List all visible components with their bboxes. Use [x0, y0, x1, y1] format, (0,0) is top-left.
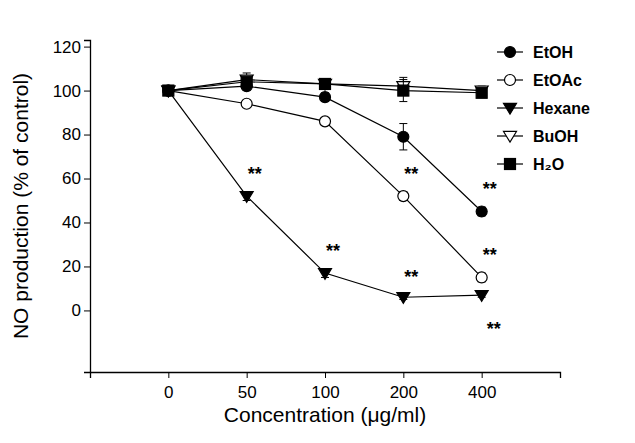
data-point — [398, 191, 409, 202]
plot-area — [162, 73, 488, 303]
x-tick-mark — [482, 372, 483, 378]
legend-marker — [505, 75, 516, 86]
x-tick: 400 — [468, 372, 496, 402]
y-tick: 20 — [62, 257, 90, 276]
significance-label: ** — [487, 319, 501, 339]
data-point — [163, 85, 174, 96]
data-point — [476, 206, 487, 217]
y-tick: 100 — [53, 82, 90, 101]
significance-label: ** — [248, 164, 262, 184]
x-tick-mark — [168, 372, 169, 378]
x-tick-mark — [403, 372, 404, 378]
data-point — [162, 86, 175, 97]
y-tick-mark — [84, 222, 90, 223]
data-point — [319, 269, 332, 280]
significance-label: ** — [404, 164, 418, 184]
significance-label: ** — [404, 267, 418, 287]
data-point — [163, 85, 174, 96]
x-tick: 100 — [311, 372, 339, 402]
y-tick-mark — [84, 47, 90, 48]
x-tick-label: 100 — [311, 383, 339, 402]
data-point — [320, 116, 331, 127]
significance-label: ** — [483, 179, 497, 199]
y-tick-mark — [84, 266, 90, 267]
y-tick-label: 60 — [62, 169, 81, 188]
y-tick-label: 120 — [53, 38, 81, 57]
x-tick-label: 50 — [238, 383, 257, 402]
legend-marker — [505, 47, 516, 58]
x-tick-label: 200 — [390, 383, 418, 402]
y-axis-title: NO production (% of control) — [9, 73, 32, 339]
y-tick: 0 — [72, 301, 90, 320]
x-tick: 200 — [390, 372, 418, 402]
series-line — [168, 91, 481, 278]
data-point — [162, 86, 175, 97]
y-tick: 60 — [62, 169, 90, 188]
y-tick-label: 0 — [72, 301, 81, 320]
y-tick-label: 80 — [62, 125, 81, 144]
legend-label: H₂O — [533, 156, 564, 173]
data-point — [163, 85, 174, 96]
data-point — [320, 78, 331, 89]
data-point — [320, 92, 331, 103]
y-tick-mark — [84, 135, 90, 136]
x-tick: 50 — [238, 372, 257, 402]
y-tick: 120 — [53, 38, 90, 57]
legend-marker — [504, 131, 517, 142]
legend: EtOH EtOAc Hexane BuOH H₂O — [497, 44, 590, 173]
data-point — [398, 85, 409, 96]
y-tick-mark — [84, 179, 90, 180]
data-point — [475, 290, 488, 301]
x-axis-title: Concentration (μg/ml) — [224, 403, 426, 426]
y-axis: 0 20 40 60 80 100 120 — [53, 38, 91, 373]
x-axis: 0 50 100 200 400 — [91, 372, 561, 402]
data-point — [398, 131, 409, 142]
data-point — [241, 76, 252, 87]
x-tick: 0 — [164, 372, 173, 402]
legend-label: EtOH — [533, 44, 573, 61]
legend-marker — [505, 159, 516, 170]
y-tick: 40 — [62, 213, 90, 232]
y-tick-mark — [84, 310, 90, 311]
data-point — [397, 293, 410, 304]
legend-marker — [504, 103, 517, 114]
y-axis-line — [84, 41, 91, 373]
data-point — [240, 192, 253, 203]
y-tick-label: 20 — [62, 257, 81, 276]
x-tick-mark — [247, 372, 248, 378]
series-line — [168, 86, 481, 211]
legend-label: BuOH — [533, 128, 578, 145]
y-tick: 80 — [62, 125, 90, 144]
chart: 0 20 40 60 80 100 120 0 50 100 200 400 Concentration… — [0, 0, 635, 443]
significance-label: ** — [326, 241, 340, 261]
y-tick-mark — [84, 91, 90, 92]
data-point — [241, 98, 252, 109]
data-point — [476, 272, 487, 283]
legend-label: Hexane — [533, 100, 590, 117]
data-point — [319, 79, 332, 90]
y-tick-label: 40 — [62, 213, 81, 232]
series-line — [168, 91, 481, 298]
x-axis-line — [91, 373, 561, 379]
data-point — [476, 87, 487, 98]
legend-label: EtOAc — [533, 72, 582, 89]
x-tick-label: 400 — [468, 383, 496, 402]
y-tick-label: 100 — [53, 82, 81, 101]
x-tick-mark — [325, 372, 326, 378]
x-tick-label: 0 — [164, 383, 173, 402]
significance-label: ** — [483, 245, 497, 265]
